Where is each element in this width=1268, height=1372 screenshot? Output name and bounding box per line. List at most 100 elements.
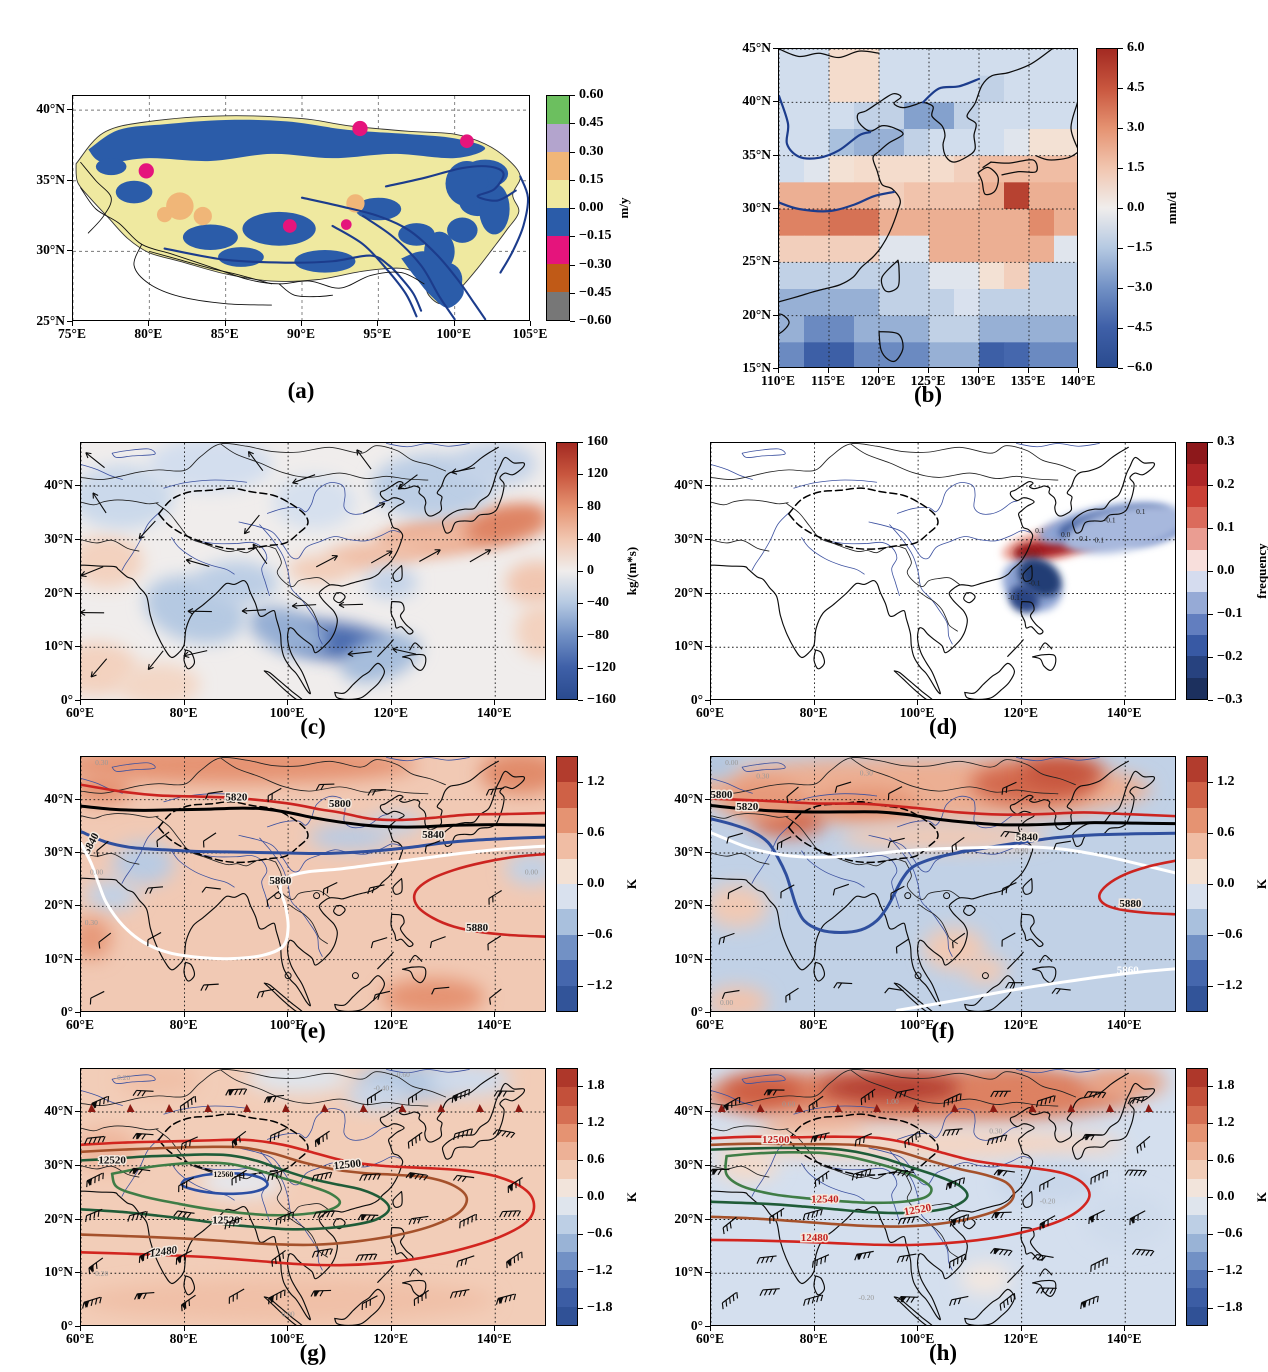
y-tick: [67, 179, 72, 181]
y-tick-label: 0°: [60, 1004, 73, 1019]
y-tick: [705, 852, 710, 853]
x-tick-label: 100°E: [436, 326, 471, 341]
panel-caption-h: (h): [928, 1340, 958, 1365]
colorbar-tick-label: −120: [587, 659, 616, 675]
y-tick-label: 0°: [690, 692, 703, 707]
map-plot-area-a: [72, 95, 530, 321]
colorbar-a: [546, 95, 570, 321]
colorbar-tick: [578, 986, 583, 988]
y-tick-label: 10°N: [674, 950, 703, 966]
x-tick-label: 120°E: [1003, 705, 1038, 720]
y-tick-label: 20°N: [742, 306, 771, 322]
x-tick: [183, 700, 185, 705]
minor-contour-label: 0.1: [1136, 507, 1146, 516]
x-tick: [530, 321, 531, 326]
colorbar-unit-label: K: [1254, 1191, 1268, 1203]
minor-contour-label: 0.30: [989, 1127, 1002, 1136]
colorbar-tick: [578, 667, 583, 669]
colorbar-tick-label: −0.6: [1217, 1225, 1243, 1241]
map-canvas-h: 12480 12500 12520 12540 0.60 1.00 0.30 -0.20 -0.…: [711, 1069, 1175, 1325]
colorbar-tick: [1118, 48, 1123, 49]
colorbar-tick-label: 1.8: [587, 1078, 605, 1094]
y-tick: [705, 538, 710, 540]
x-tick-label: 95°E: [363, 326, 392, 341]
x-tick-label: 100°E: [899, 1331, 935, 1346]
minor-contour-label: 0.00: [720, 998, 733, 1007]
y-tick-label: 40°N: [674, 477, 703, 492]
colorbar-tick: [570, 123, 575, 125]
colorbar-tick-label: 0.15: [579, 171, 604, 187]
colorbar-unit-label: m/y: [616, 197, 631, 219]
colorbar-tick-label: 0.0: [587, 876, 605, 891]
contour-label: 12500: [333, 1157, 362, 1172]
colorbar-tick-label: −0.60: [579, 313, 612, 328]
colorbar-tick: [578, 935, 583, 937]
y-tick: [75, 592, 80, 594]
colorbar-tick-label: 0.0: [1217, 1189, 1235, 1204]
map-plot-area-c: [80, 442, 546, 700]
y-tick: [75, 700, 80, 701]
minor-contour-label: 0.00: [1015, 846, 1028, 855]
colorbar-tick-label: −0.15: [579, 228, 612, 244]
contour-label: 12560: [213, 1170, 233, 1179]
minor-contour-label: 0.1: [1095, 535, 1105, 544]
colorbar-tick-label: 120: [587, 466, 608, 482]
x-tick-label: 60°E: [696, 1331, 724, 1346]
y-tick-label: 30°N: [742, 200, 771, 215]
x-tick-label: 120°E: [860, 373, 896, 388]
colorbar-tick: [1208, 986, 1213, 988]
contour-label: 5880: [1119, 898, 1142, 910]
x-tick-label: 140°E: [476, 1017, 512, 1032]
map-plot-area-f: 5800 5820 5840 5860 5880 0.00 0.30 0.30 0.00 0.00: [710, 756, 1176, 1012]
minor-contour-label: -0.1: [1029, 578, 1041, 587]
x-tick-label: 60°E: [66, 1331, 94, 1346]
colorbar-tick-label: 1.2: [587, 1115, 605, 1131]
y-tick-label: 25°N: [742, 253, 771, 269]
colorbar-tick-label: 0.6: [1217, 824, 1235, 840]
y-tick: [773, 261, 778, 263]
panel-caption-g: (g): [299, 1340, 327, 1365]
colorbar-tick-label: −0.6: [587, 1225, 613, 1241]
colorbar-unit-label: kg/(m*s): [624, 546, 639, 596]
colorbar-tick: [1208, 1307, 1213, 1309]
map-canvas-g: 1248012500125201252012560-0.20-0.40-0.60…: [81, 1069, 545, 1325]
x-tick: [917, 1012, 919, 1017]
y-tick: [773, 368, 778, 369]
minor-contour-label: 0.00: [90, 867, 103, 876]
colorbar-h: [1186, 1068, 1208, 1326]
x-tick: [183, 1012, 185, 1017]
y-tick: [75, 1012, 80, 1013]
colorbar-tick-label: −1.8: [1217, 1299, 1243, 1315]
x-tick-label: 80°E: [799, 1331, 828, 1346]
colorbar-tick-label: −40: [587, 595, 609, 611]
map-plot-area-h: 12480 12500 12520 12540 0.60 1.00 0.30 -0.20 -0.…: [710, 1068, 1176, 1326]
y-tick: [705, 592, 710, 594]
colorbar-tick: [1208, 1086, 1213, 1088]
x-tick-label: 120°E: [1003, 1331, 1038, 1346]
x-tick-label: 75°E: [58, 326, 86, 341]
y-tick: [75, 1272, 80, 1274]
y-tick: [705, 1012, 710, 1013]
y-tick-label: 10°N: [674, 1264, 703, 1280]
panel-caption-e: (e): [300, 1018, 326, 1043]
x-tick-label: 140°E: [1106, 1331, 1142, 1346]
map-canvas-b: [779, 49, 1077, 367]
y-tick: [75, 958, 80, 960]
minor-contour-label: -0.20: [859, 1293, 875, 1302]
colorbar-tick: [1208, 657, 1213, 658]
y-tick: [705, 958, 710, 960]
x-tick-label: 60°E: [696, 1017, 724, 1032]
minor-contour-label: -0.20: [1040, 1196, 1056, 1205]
x-tick-label: 80°E: [799, 1017, 828, 1032]
colorbar-tick-label: 1.8: [1217, 1078, 1235, 1094]
x-tick-label: 140°E: [1060, 373, 1096, 388]
contour-label: 5800: [711, 789, 733, 801]
x-tick: [813, 1012, 815, 1017]
y-tick: [705, 1272, 710, 1274]
colorbar-tick-label: 0.3: [1217, 434, 1235, 449]
y-tick-label: 10°N: [44, 638, 73, 654]
x-tick-label: 60°E: [696, 705, 724, 720]
x-tick-label: 100°E: [899, 1017, 935, 1032]
x-tick-label: 120°E: [373, 1017, 408, 1032]
minor-contour-label: 0.1: [1079, 534, 1089, 543]
